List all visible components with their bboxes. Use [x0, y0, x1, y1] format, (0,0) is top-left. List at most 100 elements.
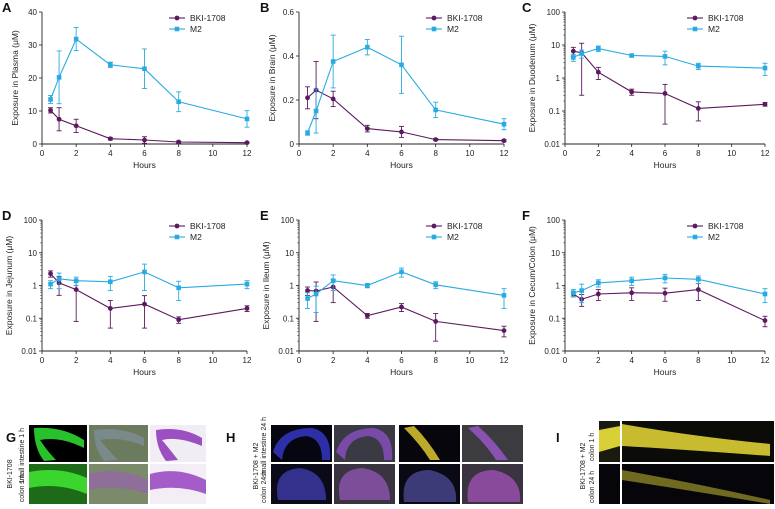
x-tick-label: 4: [629, 356, 634, 365]
data-point: [73, 278, 79, 284]
x-tick-label: 8: [696, 356, 701, 365]
y-tick-label: 40: [28, 8, 37, 17]
y-axis-label: Exposure in Brain (μM): [267, 34, 277, 121]
y-tick-label: 10: [285, 249, 294, 258]
y-axis-label: Exposure in Plasma (μM): [10, 30, 20, 126]
legend-label: M2: [190, 232, 202, 242]
row-label-h-2: colon 24 h: [261, 471, 268, 503]
x-tick-label: 4: [365, 149, 370, 158]
y-axis-label: Exposure in Cecum/Colon (μM): [527, 226, 537, 345]
y-tick-label: 0.1: [549, 107, 561, 116]
x-tick-label: 0: [297, 356, 302, 365]
x-tick-label: 6: [399, 356, 404, 365]
data-point: [330, 59, 336, 64]
data-point: [629, 290, 635, 296]
data-point: [142, 301, 147, 307]
x-tick-label: 2: [331, 356, 336, 365]
y-tick-label: 0.01: [544, 140, 560, 149]
y-tick-label: 10: [28, 249, 37, 258]
series-m2: [570, 273, 768, 304]
x-tick-label: 8: [433, 149, 438, 158]
data-point: [596, 46, 601, 51]
data-point: [571, 55, 576, 60]
y-tick-label: 0: [33, 140, 38, 149]
data-point: [305, 95, 310, 101]
legend-marker: [174, 223, 180, 229]
data-point: [176, 317, 182, 323]
x-tick-label: 6: [142, 149, 147, 158]
data-point: [73, 36, 79, 42]
data-point: [107, 305, 113, 311]
chart-panel-d: D 0.01 0.1 1 10 100 0 2 4 6 8 10 12 Hours Exposure in …: [2, 208, 252, 377]
y-tick-label: 0: [290, 140, 295, 149]
data-point: [762, 101, 768, 107]
legend-label: M2: [708, 232, 720, 242]
panel-letter-h: H: [226, 430, 235, 445]
x-tick-label: 2: [74, 356, 79, 365]
data-point: [108, 279, 113, 285]
tissue-shape: [599, 426, 620, 452]
image-panel-g: G BKI-1708 small intestine 1 h colon 1 h: [6, 425, 206, 504]
y-axis-label: Exposure in Ileum (μM): [261, 241, 271, 329]
y-tick-label: 0.01: [278, 347, 294, 356]
tissue-shape: [89, 471, 148, 494]
chart-panel-f: F 0.01 0.1 1 10 100 0 2 4 6 8 10 12 Hours Exposure in …: [522, 208, 770, 377]
series-line: [307, 271, 505, 299]
x-tick-label: 4: [108, 149, 113, 158]
legend-label: BKI-1708: [447, 221, 483, 231]
x-tick-label: 0: [297, 149, 302, 158]
y-tick-label: 10: [28, 107, 37, 116]
data-point: [579, 288, 584, 293]
data-point: [629, 89, 635, 95]
x-tick-label: 6: [142, 356, 147, 365]
series-m2: [570, 45, 768, 76]
x-axis-label: Hours: [390, 160, 413, 170]
data-point: [176, 99, 181, 105]
legend-label: M2: [447, 24, 459, 34]
x-axis-label: Hours: [133, 160, 156, 170]
x-tick-label: 12: [761, 356, 770, 365]
data-point: [695, 105, 701, 111]
panel-letter-e: E: [260, 208, 269, 223]
data-point: [570, 48, 576, 54]
data-point: [696, 63, 701, 69]
data-point: [313, 291, 319, 297]
x-axis-label: Hours: [654, 367, 677, 377]
data-point: [176, 139, 182, 145]
x-tick-label: 8: [433, 356, 438, 365]
tissue-shape: [404, 426, 440, 460]
y-tick-label: 0.1: [549, 314, 561, 323]
y-tick-label: 0.1: [26, 314, 38, 323]
legend-marker: [431, 15, 437, 21]
data-point: [305, 296, 310, 301]
data-point: [501, 328, 507, 333]
data-point: [73, 123, 79, 129]
panel-letter-g: G: [6, 430, 16, 445]
y-tick-label: 10: [551, 41, 560, 50]
data-point: [662, 91, 668, 96]
image-panel-h: H BKI-1708 + M2 small intestine 24 h col…: [226, 417, 523, 504]
y-tick-label: 0.01: [21, 347, 37, 356]
tissue-shape: [622, 424, 770, 456]
panel-letter-f: F: [522, 208, 530, 223]
tissue-shape: [156, 429, 202, 461]
panel-letter-d: D: [2, 208, 11, 223]
legend-marker: [692, 26, 698, 32]
panel-letter-a: A: [2, 0, 12, 15]
y-tick-label: 30: [28, 41, 37, 50]
series-line: [573, 50, 766, 109]
tissue-shape: [468, 426, 508, 460]
legend-marker: [174, 15, 180, 21]
y-tick-label: 0.2: [283, 96, 295, 105]
x-tick-label: 4: [365, 356, 370, 365]
data-point: [762, 291, 768, 297]
data-point: [244, 116, 250, 122]
legend-label: M2: [447, 232, 459, 242]
y-tick-label: 1: [556, 282, 561, 291]
series-line: [307, 286, 505, 332]
series-line: [306, 46, 505, 134]
data-point: [629, 278, 634, 284]
x-tick-label: 8: [176, 356, 181, 365]
